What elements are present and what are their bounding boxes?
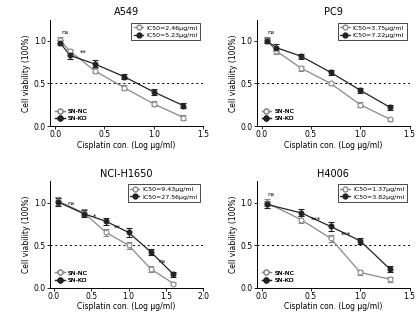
- Legend: SN-NC, SN-KO: SN-NC, SN-KO: [260, 268, 296, 284]
- Title: H4006: H4006: [317, 169, 349, 179]
- Text: ns: ns: [268, 192, 275, 197]
- Text: ***: ***: [311, 217, 321, 223]
- Text: ns: ns: [158, 259, 166, 264]
- Text: **: **: [79, 49, 86, 55]
- Y-axis label: Cell viability (100%): Cell viability (100%): [22, 196, 31, 273]
- Text: ns: ns: [67, 201, 74, 206]
- Title: A549: A549: [114, 8, 139, 17]
- Y-axis label: Cell viability (100%): Cell viability (100%): [229, 34, 237, 112]
- X-axis label: Cisplatin con. (Log μg/ml): Cisplatin con. (Log μg/ml): [77, 141, 176, 149]
- X-axis label: Cisplatin con. (Log μg/ml): Cisplatin con. (Log μg/ml): [284, 141, 382, 149]
- Title: PC9: PC9: [324, 8, 343, 17]
- Legend: SN-NC, SN-KO: SN-NC, SN-KO: [53, 268, 89, 284]
- X-axis label: Cisplatin con. (Log μg/ml): Cisplatin con. (Log μg/ml): [284, 302, 382, 311]
- Y-axis label: Cell viability (100%): Cell viability (100%): [229, 196, 237, 273]
- Legend: SN-NC, SN-KO: SN-NC, SN-KO: [53, 107, 89, 123]
- X-axis label: Cisplatin con. (Log μg/ml): Cisplatin con. (Log μg/ml): [77, 302, 176, 311]
- Text: *: *: [93, 214, 97, 220]
- Y-axis label: Cell viability (100%): Cell viability (100%): [22, 34, 31, 112]
- Title: NCI-H1650: NCI-H1650: [100, 169, 153, 179]
- Text: **: **: [114, 225, 121, 231]
- Text: ns: ns: [61, 30, 69, 35]
- Text: ***: ***: [340, 232, 351, 237]
- Text: ns: ns: [268, 30, 275, 35]
- Legend: SN-NC, SN-KO: SN-NC, SN-KO: [260, 107, 296, 123]
